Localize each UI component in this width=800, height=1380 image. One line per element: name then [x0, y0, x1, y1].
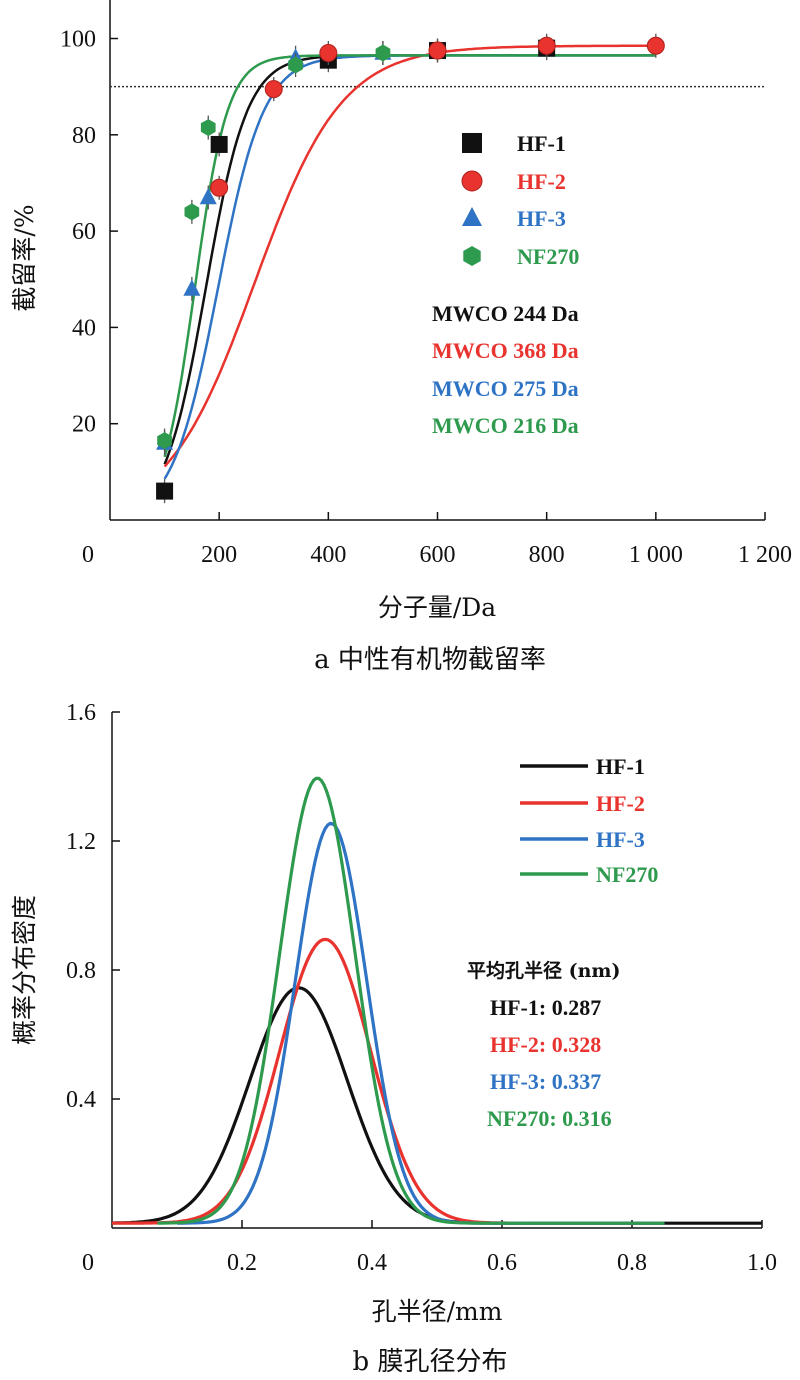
data-point-hf-2	[319, 43, 338, 62]
fit-curve-hf-2	[163, 44, 656, 468]
x-tick-label: 0.6	[487, 1250, 517, 1276]
pore-radius-title: 平均孔半径 (nm)	[467, 959, 621, 982]
y-tick-label: 20	[72, 412, 96, 438]
y-tick-label: 40	[72, 315, 96, 341]
y-tick-label: 0.4	[66, 1087, 96, 1113]
legend-label-hf-1: HF-1	[517, 131, 566, 156]
chart-caption-b: b 膜孔径分布	[353, 1347, 508, 1377]
chart-a-rejection: 0 200 400 600 800 1 000 1 200 20 40 60 80 100 HF-1 HF…	[10, 0, 792, 675]
x-tick-label: 800	[529, 542, 565, 568]
chart-caption-a: a 中性有机物截留率	[314, 645, 546, 675]
fit-curve-nf270	[163, 54, 656, 458]
distribution-curve-hf-1	[112, 986, 762, 1225]
x-tick-label: 0.8	[617, 1250, 647, 1276]
data-point-hf-2	[537, 36, 556, 55]
y-tick-label: 1.6	[66, 700, 96, 726]
x-tick-label: 1 000	[629, 542, 683, 568]
data-point-hf-3	[183, 279, 201, 296]
pore-radius-annotation: HF-2: 0.328	[490, 1032, 601, 1057]
data-point-nf270	[157, 432, 172, 450]
x-axis-title: 分子量/Da	[378, 593, 496, 622]
legend-marker-hf-1	[462, 133, 482, 153]
x-tick-label: 400	[310, 542, 346, 568]
data-point-hf-1	[210, 135, 228, 153]
legend-label-hf-3: HF-3	[596, 827, 645, 852]
y-axis-title: 截留率/%	[10, 204, 39, 311]
legend-label-nf270: NF270	[596, 862, 658, 887]
data-point-nf270	[184, 203, 200, 221]
y-tick-label: 60	[72, 219, 96, 245]
pore-radius-annotation: NF270: 0.316	[487, 1106, 612, 1131]
legend-label-hf-1: HF-1	[596, 754, 645, 779]
legend-marker-nf270	[463, 246, 481, 266]
data-point-hf-2	[646, 36, 665, 55]
x-tick-label: 600	[420, 542, 456, 568]
y-axis-title: 概率分布密度	[10, 895, 39, 1045]
legend-label-hf-3: HF-3	[517, 206, 566, 231]
mwco-annotation: MWCO 275 Da	[432, 376, 579, 401]
x-tick-label: 0	[82, 1250, 94, 1276]
data-point-nf270	[200, 119, 216, 137]
legend-label-hf-2: HF-2	[517, 169, 566, 194]
x-tick-label: 1.0	[747, 1250, 777, 1276]
x-tick-label: 200	[201, 542, 237, 568]
data-point-hf-2	[210, 178, 229, 197]
fit-curve-hf-3	[163, 54, 656, 480]
data-point-nf270	[375, 44, 391, 62]
x-tick-label: 0.4	[357, 1250, 387, 1276]
data-point-hf-1	[156, 482, 174, 500]
pore-radius-annotation: HF-3: 0.337	[490, 1069, 601, 1094]
pore-radius-annotation: HF-1: 0.287	[490, 995, 601, 1020]
mwco-annotation: MWCO 244 Da	[432, 301, 579, 326]
mwco-annotation: MWCO 216 Da	[432, 413, 579, 438]
legend-label-nf270: NF270	[517, 244, 579, 269]
data-point-nf270	[288, 56, 303, 74]
y-tick-label: 0.8	[66, 958, 96, 984]
x-tick-label: 1 200	[738, 542, 792, 568]
x-tick-label: 0	[82, 542, 94, 568]
y-tick-label: 80	[72, 123, 96, 149]
y-tick-label: 1.2	[66, 829, 96, 855]
legend-label-hf-2: HF-2	[596, 791, 645, 816]
x-axis-title: 孔半径/mm	[372, 1297, 503, 1326]
data-point-hf-2	[428, 41, 447, 60]
legend-marker-hf-3	[462, 207, 482, 226]
mwco-annotation: MWCO 368 Da	[432, 338, 579, 363]
data-point-hf-2	[264, 80, 283, 99]
distribution-curve-hf-3	[177, 821, 664, 1225]
x-tick-label: 0.2	[227, 1250, 257, 1276]
legend-marker-hf-2	[461, 170, 483, 192]
y-tick-label: 100	[60, 27, 96, 53]
distribution-curve-nf270	[157, 776, 665, 1225]
chart-b-pore-distribution: 0 0.2 0.4 0.6 0.8 1.0 0.4 0.8 1.2 1.6 HF-1 HF-2 HF-3…	[10, 700, 777, 1377]
fit-curve-hf-1	[163, 54, 656, 465]
data-point-hf-3	[199, 188, 217, 205]
